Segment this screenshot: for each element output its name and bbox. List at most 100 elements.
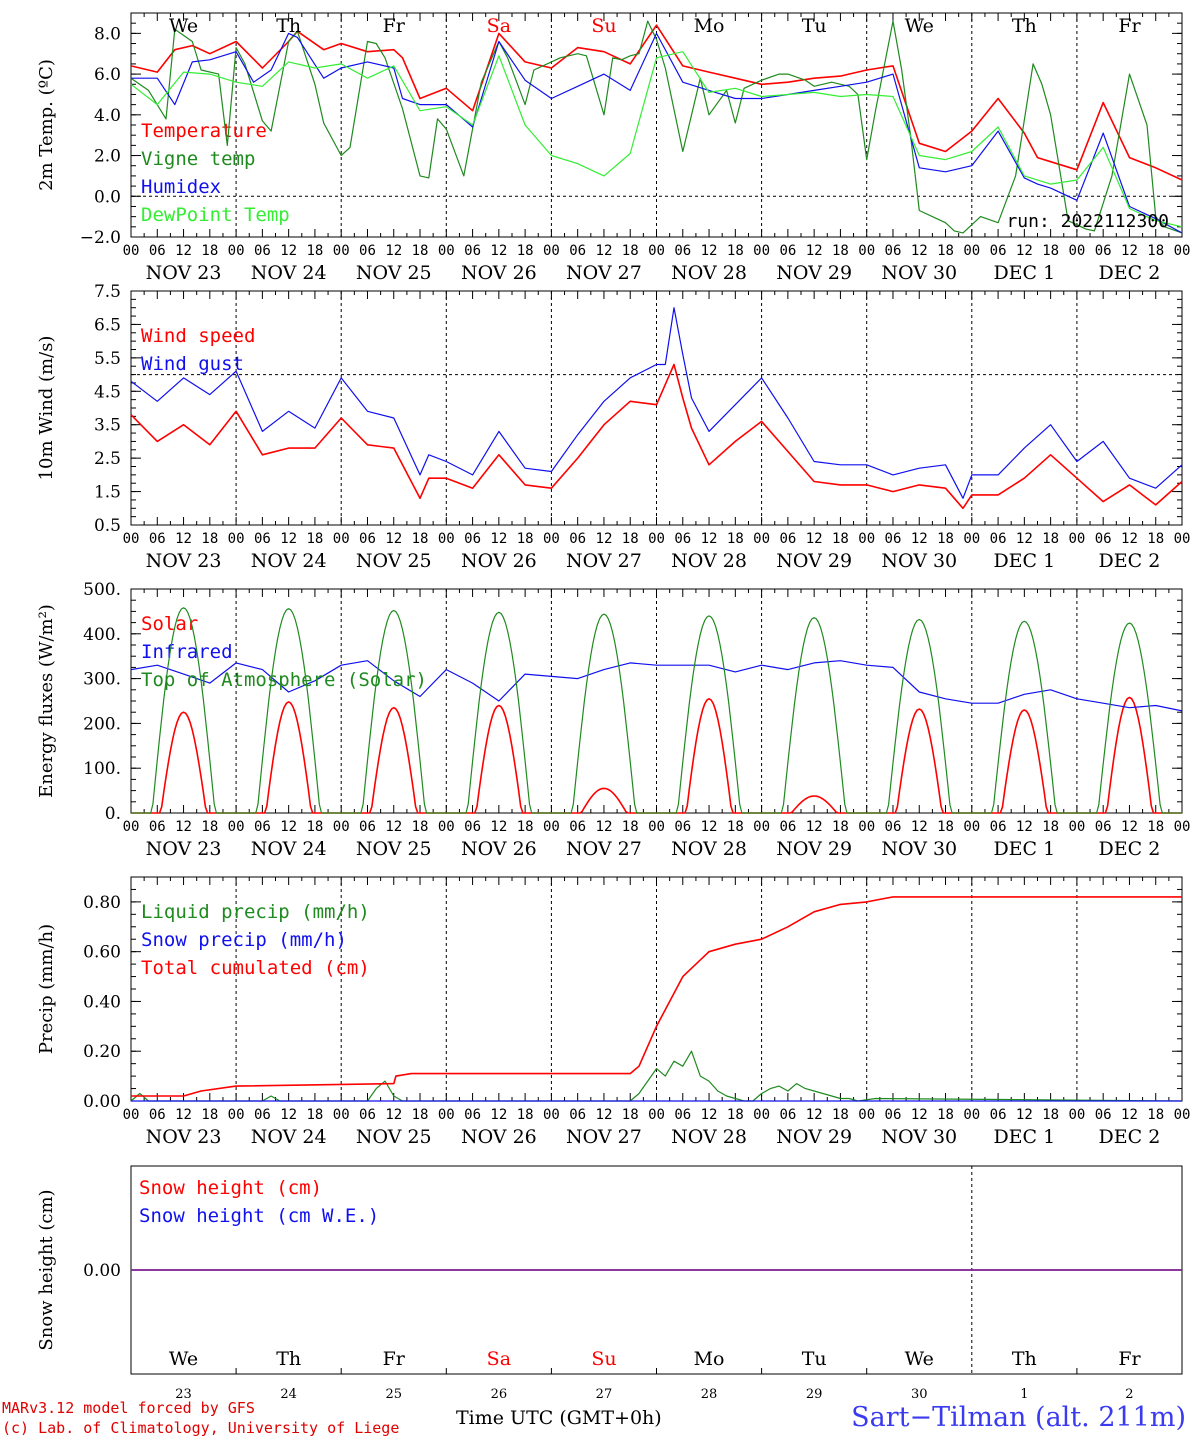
legend-entry: DewPoint Temp [141, 204, 290, 226]
day-number-label: 30 [911, 1387, 928, 1402]
model-credit: MARv3.12 model forced by GFS [2, 1399, 255, 1417]
hour-label: 18 [517, 243, 534, 259]
hour-label: 00 [648, 531, 665, 547]
panel-4: 0.00 0.20 0.40 0.60 0.80 Precip (mm/h) Liquid … [36, 876, 1190, 1148]
date-label: NOV 27 [566, 838, 642, 860]
hour-label: 06 [149, 1107, 166, 1123]
hour-label: 00 [1174, 819, 1191, 835]
hour-label: 12 [1121, 243, 1138, 259]
hour-label: 00 [123, 531, 140, 547]
hour-label: 00 [963, 531, 980, 547]
date-label: NOV 27 [566, 1126, 642, 1148]
y-tick-label: 0.60 [83, 943, 121, 963]
hour-label: 06 [1095, 531, 1112, 547]
day-of-week-label: Fr [1118, 1348, 1141, 1370]
hour-label: 18 [412, 531, 429, 547]
hour-label: 18 [1147, 819, 1164, 835]
hour-label: 06 [464, 1107, 481, 1123]
time-axis-title: Time UTC (GMT+0h) [456, 1407, 662, 1429]
series-line-1-4 [130, 51, 1183, 228]
hour-label: 00 [333, 1107, 350, 1123]
panel-frame [130, 588, 1183, 814]
hour-label: 06 [149, 531, 166, 547]
hour-label: 06 [674, 243, 691, 259]
lab-credit: (c) Lab. of Climatology, University of L… [2, 1419, 400, 1437]
hour-label: 06 [464, 243, 481, 259]
hour-label: 12 [701, 819, 718, 835]
day-of-week-label: We [169, 15, 198, 37]
legend-entry: Top of Atmosphere (Solar) [141, 669, 427, 691]
day-of-week-label: Th [1012, 1348, 1037, 1370]
date-label: NOV 29 [776, 838, 852, 860]
hour-label: 18 [1042, 1107, 1059, 1123]
day-number-label: 2 [1125, 1387, 1133, 1402]
hour-label: 18 [622, 243, 639, 259]
date-label: NOV 26 [461, 838, 537, 860]
hour-label: 12 [490, 819, 507, 835]
date-label: DEC 2 [1099, 838, 1161, 860]
hour-label: 06 [464, 819, 481, 835]
hour-label: 18 [517, 819, 534, 835]
run-label: run: 2022112300 [1006, 211, 1169, 232]
hour-label: 00 [858, 1107, 875, 1123]
hour-label: 12 [385, 243, 402, 259]
hour-label: 18 [306, 531, 323, 547]
panel-2: 0.5 1.5 2.5 3.5 4.5 5.5 6.5 7.5 10m Wind (m/s) Wi… [36, 282, 1190, 572]
legend-entry: Liquid precip (mm/h) [141, 901, 370, 923]
hour-label: 12 [280, 1107, 297, 1123]
day-number-label: 27 [596, 1387, 613, 1402]
hour-label: 06 [254, 531, 271, 547]
hour-label: 18 [622, 531, 639, 547]
hour-label: 12 [596, 243, 613, 259]
date-label: NOV 23 [146, 838, 222, 860]
series-line-4-3 [131, 896, 1182, 1097]
date-label: NOV 24 [251, 838, 327, 860]
hour-label: 00 [438, 1107, 455, 1123]
hour-label: 06 [149, 243, 166, 259]
hour-label: 00 [963, 243, 980, 259]
legend-entry: Snow height (cm W.E.) [139, 1205, 379, 1227]
hour-label: 18 [832, 819, 849, 835]
day-number-label: 23 [175, 1387, 192, 1402]
hour-label: 12 [490, 531, 507, 547]
day-number-label: 24 [280, 1387, 297, 1402]
hour-label: 00 [123, 1107, 140, 1123]
day-of-week-label: Th [276, 1348, 301, 1370]
hour-label: 06 [674, 531, 691, 547]
y-tick-label: 1.5 [94, 483, 121, 503]
hour-label: 00 [438, 819, 455, 835]
y-tick-label: 6.0 [94, 65, 121, 85]
day-of-week-label: Tu [802, 15, 827, 37]
hour-label: 12 [596, 819, 613, 835]
hour-label: 18 [412, 243, 429, 259]
date-label: NOV 28 [671, 550, 747, 572]
hour-label: 12 [490, 1107, 507, 1123]
day-number-label: 1 [1020, 1387, 1028, 1402]
y-tick-label: 0.40 [83, 992, 121, 1012]
day-of-week-label: Th [276, 15, 301, 37]
hour-label: 12 [596, 1107, 613, 1123]
hour-label: 12 [806, 243, 823, 259]
date-label: NOV 25 [356, 262, 432, 284]
hour-label: 00 [543, 819, 560, 835]
hour-label: 06 [990, 1107, 1007, 1123]
date-label: NOV 27 [566, 550, 642, 572]
hour-label: 06 [254, 1107, 271, 1123]
date-label: DEC 1 [993, 262, 1055, 284]
hour-label: 06 [779, 531, 796, 547]
hour-label: 00 [858, 531, 875, 547]
hour-label: 18 [306, 1107, 323, 1123]
hour-label: 06 [569, 531, 586, 547]
day-of-week-label: Su [591, 15, 616, 37]
y-tick-label: 4.0 [94, 106, 121, 126]
hour-label: 06 [359, 531, 376, 547]
hour-label: 12 [806, 819, 823, 835]
hour-label: 12 [1016, 819, 1033, 835]
hour-label: 18 [201, 243, 218, 259]
hour-label: 12 [1121, 531, 1138, 547]
hour-label: 18 [622, 1107, 639, 1123]
hour-label: 12 [175, 819, 192, 835]
y-axis-title: Energy fluxes (W/m²) [36, 604, 57, 798]
hour-label: 06 [885, 243, 902, 259]
y-axis-title: 2m Temp. (ºC) [36, 59, 57, 191]
